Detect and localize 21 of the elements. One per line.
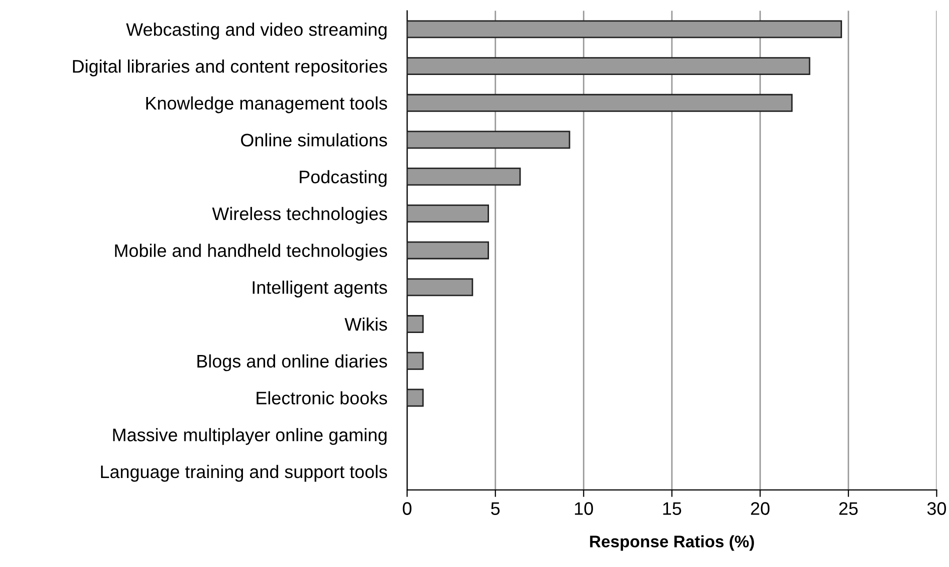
- x-tick-label: 25: [839, 502, 858, 515]
- x-tick-label: 5: [491, 502, 500, 515]
- y-tick-label: Wireless technologies: [212, 206, 388, 224]
- x-tick-label: 30: [927, 502, 946, 515]
- y-tick-label: Language training and support tools: [101, 464, 388, 482]
- x-axis-title: Response Ratios (%): [590, 535, 754, 551]
- y-tick-label: Podcasting: [300, 170, 387, 187]
- y-tick-label: Knowledge management tools: [146, 96, 388, 114]
- y-tick-label: Intelligent agents: [252, 280, 388, 298]
- x-tick-label: 20: [751, 502, 770, 515]
- y-tick-label: Mobile and handheld technologies: [115, 244, 388, 261]
- x-tick-label: 15: [663, 502, 682, 515]
- y-tick-label: Wikis: [344, 318, 388, 331]
- y-tick-label: Electronic books: [256, 391, 388, 404]
- x-tick-label: 0: [402, 502, 412, 515]
- y-tick-label: Blogs and online diaries: [197, 354, 388, 372]
- y-tick-label: Webcasting and video streaming: [126, 22, 387, 40]
- y-tick-label: Massive multiplayer online gaming: [113, 428, 387, 445]
- y-tick-label: Digital libraries and content repositories: [73, 60, 388, 76]
- x-tick-label: 10: [574, 502, 593, 515]
- y-tick-label: Online simulations: [241, 133, 388, 146]
